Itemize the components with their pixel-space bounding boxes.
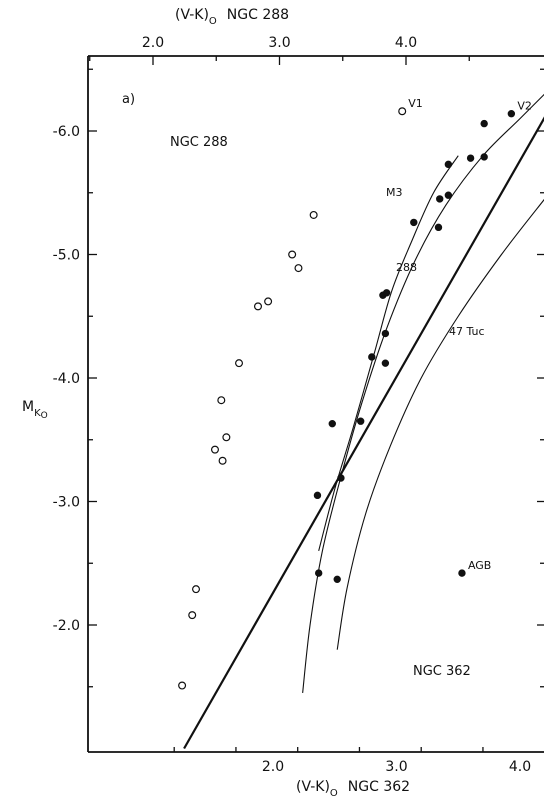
- bottom-axis-tick-label: 3.0: [385, 759, 407, 775]
- top-axis-title: (V-K)O NGC 288: [175, 7, 289, 27]
- point-label: AGB: [468, 559, 491, 572]
- plot-frame: [87, 55, 544, 753]
- data-point-filled: [444, 191, 453, 199]
- data-point-filled: [444, 160, 453, 169]
- data-point-open: [398, 107, 407, 116]
- data-point-filled: [337, 474, 345, 482]
- data-point-filled: [356, 417, 365, 425]
- y-axis-tick-label: -3.0: [53, 495, 80, 511]
- curve-label-288: 288: [396, 261, 417, 274]
- data-point-filled: [333, 575, 341, 584]
- data-point-open: [264, 297, 273, 306]
- data-point-open: [253, 302, 262, 311]
- axis-tick-labels: 2.0 3.0 4.0 2.0 3.0 4.0 -2.0 -3.0 -4.0 -5.0 -6.0: [53, 35, 531, 775]
- data-point-filled: [507, 110, 516, 118]
- data-point-open: [210, 445, 219, 454]
- data-point-filled: [480, 153, 488, 161]
- data-point-filled: [434, 223, 443, 232]
- data-point-filled: [382, 289, 391, 297]
- y-axis-tick-label: -5.0: [53, 248, 80, 264]
- data-point-filled: [314, 569, 323, 577]
- top-axis-tick-label: 2.0: [142, 35, 164, 51]
- bottom-axis-title: (V-K)O NGC 362: [296, 779, 410, 799]
- curve-m3: [318, 155, 459, 552]
- panel-label: a): [122, 92, 135, 107]
- data-point-open: [294, 264, 303, 273]
- data-point-open: [222, 433, 231, 442]
- data-point-open: [309, 210, 318, 219]
- point-label: V2: [517, 100, 532, 113]
- data-point-filled: [328, 419, 336, 428]
- curve-47-tuc: [336, 198, 544, 650]
- data-point-filled: [436, 195, 444, 203]
- data-point-filled: [480, 119, 488, 128]
- data-point-filled: [381, 359, 390, 367]
- data-point-open: [192, 585, 201, 594]
- data-point-open: [178, 681, 187, 690]
- data-point-filled: [381, 329, 390, 338]
- curve-label-m3: M3: [386, 186, 403, 199]
- y-axis-tick-label: -2.0: [53, 618, 80, 634]
- axis-ticks: [88, 56, 544, 752]
- point-labels: V1 V2 AGB: [408, 97, 532, 572]
- y-axis-tick-label: -6.0: [53, 124, 80, 140]
- data-point-open: [235, 359, 244, 368]
- top-axis-tick-label: 4.0: [395, 35, 417, 51]
- data-point-filled: [458, 569, 466, 577]
- data-point-filled: [466, 154, 475, 162]
- data-point-open: [288, 250, 297, 259]
- curve-limit: [183, 116, 544, 750]
- bottom-axis-tick-label: 4.0: [509, 759, 531, 775]
- curve-label-47tuc: 47 Tuc: [449, 325, 485, 338]
- ngc288-panel-label: NGC 288: [170, 135, 228, 150]
- bottom-axis-tick-label: 2.0: [262, 759, 284, 775]
- reference-curves: [183, 93, 544, 750]
- data-markers: [178, 107, 516, 690]
- data-point-filled: [313, 491, 322, 500]
- ngc362-panel-label: NGC 362: [413, 664, 471, 679]
- data-point-open: [188, 611, 197, 620]
- data-point-filled: [368, 353, 376, 361]
- point-label: V1: [408, 97, 423, 110]
- y-axis-title: MKO: [22, 399, 48, 421]
- data-point-open: [217, 396, 226, 405]
- data-point-open: [218, 456, 227, 465]
- top-axis-tick-label: 3.0: [268, 35, 290, 51]
- data-point-filled: [410, 218, 418, 227]
- y-axis-tick-label: -4.0: [53, 371, 80, 387]
